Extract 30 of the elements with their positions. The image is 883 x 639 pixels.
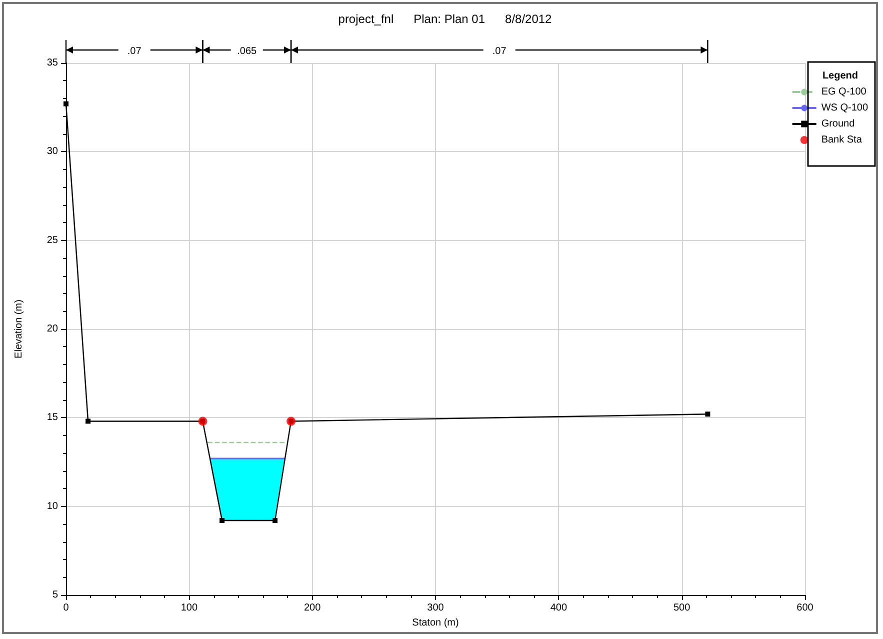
chart-title: project_fnl Plan: Plan 01 8/8/2012: [338, 12, 552, 26]
x-tick-label: 600: [796, 602, 814, 614]
y-tick-label: 30: [46, 146, 58, 158]
point: [86, 418, 91, 424]
text: .07: [127, 46, 142, 57]
x-tick-label: 500: [673, 602, 691, 614]
y-tick-label: 25: [46, 234, 58, 246]
legend-title: Legend: [822, 70, 858, 82]
legend-label: WS Q-100: [821, 102, 868, 114]
y-tick-label: 20: [46, 324, 58, 334]
y-axis-title: Elevation (m): [14, 300, 24, 358]
x-tick-label: 100: [180, 602, 198, 614]
legend-label: Ground: [821, 118, 855, 130]
legend-label: Bank Sta: [821, 134, 862, 146]
y-tick-label: 10: [46, 500, 58, 512]
x-tick-label: 0: [63, 602, 70, 614]
legend-label: EG Q-100: [821, 86, 867, 98]
x-tick-label: 200: [304, 602, 322, 614]
point: [705, 412, 710, 417]
y-tick-label: 15: [46, 412, 58, 424]
y-tick-label: 5: [52, 590, 58, 600]
x-tick-label: 300: [427, 602, 444, 614]
x-tick-label: 400: [550, 602, 568, 614]
point: [64, 101, 68, 106]
text: .07: [492, 46, 507, 57]
x-axis-title: Staton (m): [412, 617, 459, 628]
y-tick-label: 35: [46, 58, 58, 68]
text: .065: [237, 46, 258, 57]
point: [220, 518, 225, 524]
point: [272, 518, 278, 524]
